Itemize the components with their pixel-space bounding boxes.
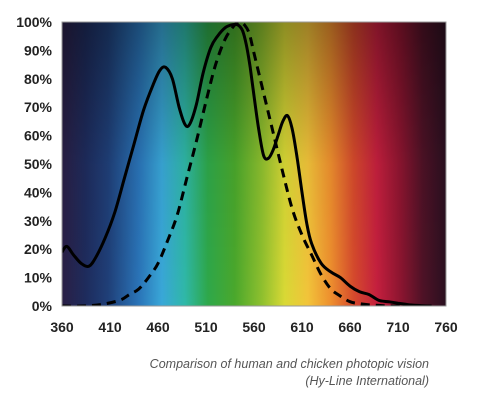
series-line-solid xyxy=(62,22,432,306)
figure-caption: Comparison of human and chicken photopic… xyxy=(150,356,429,390)
x-tick-label: 610 xyxy=(290,319,314,335)
y-tick-label: 20% xyxy=(24,241,53,257)
caption-source: (Hy-Line International) xyxy=(305,374,429,388)
y-tick-label: 70% xyxy=(24,99,53,115)
y-tick-label: 10% xyxy=(24,270,53,286)
chart-svg: 0% 10% 20% 30% 40% 50% 60% 70% 80% 90% 100% 360 410… xyxy=(16,14,458,335)
x-axis: 360 410 460 510 560 610 660 710 760 xyxy=(50,319,458,335)
x-tick-label: 360 xyxy=(50,319,74,335)
series-layer xyxy=(62,22,432,306)
x-tick-label: 410 xyxy=(98,319,122,335)
y-axis: 0% 10% 20% 30% 40% 50% 60% 70% 80% 90% 100% xyxy=(16,14,52,314)
y-tick-label: 30% xyxy=(24,213,53,229)
y-tick-label: 80% xyxy=(24,71,53,87)
plot-background-shade xyxy=(62,22,446,306)
y-tick-label: 60% xyxy=(24,128,53,144)
y-tick-label: 90% xyxy=(24,42,53,58)
caption-title: Comparison of human and chicken photopic… xyxy=(149,357,429,371)
plot-frame xyxy=(61,21,447,307)
y-tick-label: 50% xyxy=(24,156,53,172)
y-tick-label: 40% xyxy=(24,184,53,200)
y-tick-label: 100% xyxy=(16,14,52,30)
chart-figure: 0% 10% 20% 30% 40% 50% 60% 70% 80% 90% 100% 360 410… xyxy=(16,14,458,335)
x-tick-label: 560 xyxy=(242,319,266,335)
x-tick-label: 460 xyxy=(146,319,170,335)
x-tick-label: 510 xyxy=(194,319,218,335)
x-tick-label: 660 xyxy=(338,319,362,335)
y-tick-label: 0% xyxy=(32,298,53,314)
x-tick-label: 710 xyxy=(386,319,410,335)
series-line-dashed xyxy=(62,22,408,306)
x-tick-label: 760 xyxy=(434,319,458,335)
